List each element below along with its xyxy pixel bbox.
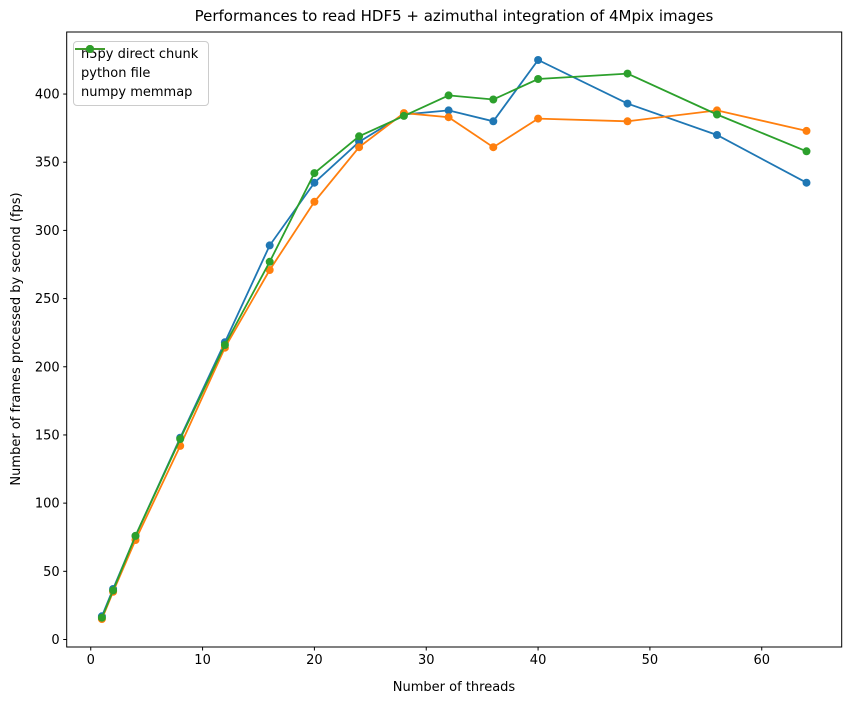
legend-label: python file bbox=[81, 66, 151, 81]
legend-label: h5py direct chunk bbox=[81, 47, 199, 62]
y-tick-label: 100 bbox=[35, 497, 60, 512]
data-point-marker bbox=[623, 117, 632, 126]
series-line bbox=[101, 109, 807, 620]
data-point-marker bbox=[802, 147, 811, 156]
data-point-marker bbox=[623, 99, 632, 108]
y-tick-label: 50 bbox=[43, 565, 60, 580]
data-point-marker bbox=[534, 56, 543, 64]
x-tick-label: 20 bbox=[306, 653, 323, 668]
data-point-marker bbox=[534, 75, 543, 83]
y-tick-label: 150 bbox=[35, 428, 60, 443]
data-point-marker bbox=[355, 132, 364, 141]
data-series bbox=[97, 56, 811, 623]
data-point-marker bbox=[489, 117, 498, 126]
data-point-marker bbox=[131, 531, 140, 540]
legend-item: numpy memmap bbox=[75, 45, 198, 100]
legend-item: python file bbox=[75, 45, 198, 81]
data-point-marker bbox=[176, 435, 185, 443]
x-tick-label: 30 bbox=[418, 653, 435, 668]
data-point-marker bbox=[310, 197, 319, 206]
y-tick-label: 400 bbox=[35, 88, 60, 103]
data-point-marker bbox=[310, 178, 319, 187]
y-tick-label: 350 bbox=[35, 156, 60, 171]
data-point-marker bbox=[399, 111, 408, 120]
x-tick-label: 40 bbox=[530, 653, 547, 668]
data-point-marker bbox=[97, 613, 106, 622]
y-tick-label: 0 bbox=[51, 633, 59, 648]
data-point-marker bbox=[444, 113, 453, 122]
data-point-marker bbox=[265, 266, 274, 274]
data-point-marker bbox=[802, 126, 811, 135]
legend-line-marker-icon bbox=[75, 45, 105, 53]
x-tick-label: 60 bbox=[753, 653, 770, 668]
data-point-marker bbox=[265, 257, 274, 266]
data-point-marker bbox=[444, 91, 453, 100]
data-point-marker bbox=[109, 586, 118, 595]
y-tick-label: 300 bbox=[35, 224, 60, 239]
series-line bbox=[101, 58, 807, 617]
data-point-marker bbox=[355, 143, 364, 152]
data-point-marker bbox=[802, 178, 811, 187]
x-tick-label: 50 bbox=[642, 653, 659, 668]
y-axis-label: Number of frames processed by second (fp… bbox=[9, 192, 24, 485]
data-point-marker bbox=[713, 131, 721, 139]
data-point-marker bbox=[713, 110, 721, 119]
data-point-marker bbox=[623, 69, 632, 78]
y-tick-label: 250 bbox=[35, 292, 60, 307]
data-point-marker bbox=[489, 95, 498, 104]
data-point-marker bbox=[489, 143, 498, 152]
y-tick-label: 200 bbox=[35, 360, 60, 375]
legend-label: numpy memmap bbox=[81, 85, 193, 100]
legend: h5py direct chunk python file numpy memm… bbox=[73, 41, 210, 106]
data-point-marker bbox=[534, 114, 543, 123]
x-tick-label: 0 bbox=[87, 653, 95, 668]
data-point-marker bbox=[444, 106, 453, 115]
x-axis-label: Number of threads bbox=[393, 680, 516, 695]
data-point-marker bbox=[220, 341, 229, 349]
data-point-marker bbox=[265, 241, 274, 250]
series-line bbox=[101, 72, 807, 619]
axes: 0 10 20 30 40 50 60 0 50 100 150 200 250 300 350 400 bbox=[35, 31, 843, 668]
x-tick-label: 10 bbox=[194, 653, 211, 668]
data-point-marker bbox=[310, 169, 319, 178]
chart-title: Performances to read HDF5 + azimuthal in… bbox=[195, 7, 714, 25]
